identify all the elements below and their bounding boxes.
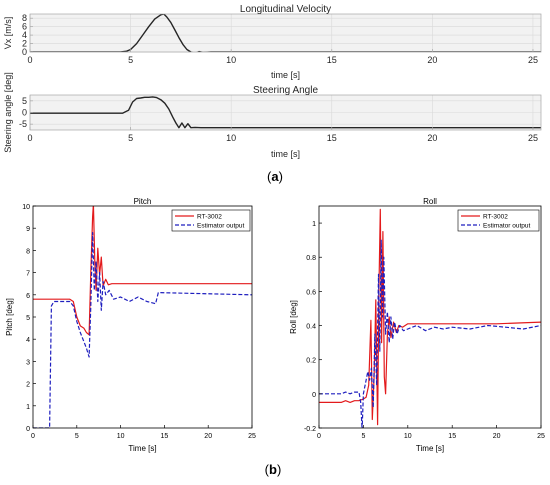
chart3-plot-area	[33, 206, 252, 428]
chart2-title: Steering Angle	[253, 85, 318, 96]
chart4-plot-area	[319, 206, 541, 428]
chart3-y-tick-label: 10	[22, 204, 30, 211]
chart3-y-tick-label: 2	[26, 382, 30, 389]
chart4-x-tick-label: 0	[317, 433, 321, 440]
chart1-y-tick-label: 4	[22, 30, 27, 40]
chart4-y-tick-label: 0.8	[306, 255, 316, 262]
chart4-x-tick-label: 10	[404, 433, 412, 440]
chart3-y-axis-label: Pitch [deg]	[5, 298, 14, 336]
chart1-x-tick-label: 20	[427, 55, 437, 65]
chart1-line	[30, 14, 541, 52]
chart1-title: Longitudinal Velocity	[240, 4, 331, 15]
chart1-x-tick-label: 5	[128, 55, 133, 65]
chart3-x-tick-label: 15	[161, 433, 169, 440]
chart3-legend-box	[171, 209, 251, 232]
chart4-y-tick-label: 1	[312, 221, 316, 228]
chart3-legend-label-estimator: Estimator output	[197, 223, 245, 230]
chart1-plot-area	[30, 14, 541, 52]
chart3-x-tick-label: 0	[31, 433, 35, 440]
chart2-y-tick-label: 0	[22, 108, 27, 118]
chart3-y-tick-label: 7	[26, 271, 30, 278]
chart4-axes-frame	[318, 205, 542, 429]
chart3-y-tick-label: 9	[26, 226, 30, 233]
chart1-x-tick-label: 10	[226, 55, 236, 65]
chart2-x-tick-label: 5	[128, 133, 133, 143]
chart3-y-tick-label: 4	[26, 337, 30, 344]
chart2-x-tick-label: 25	[528, 133, 538, 143]
chart3-series-estimator-line	[33, 232, 252, 428]
chart2-y-tick-label: 5	[22, 96, 27, 106]
chart4-y-tick-label: 0	[312, 392, 316, 399]
chart4-x-tick-label: 20	[493, 433, 501, 440]
chart4-x-tick-label: 5	[361, 433, 365, 440]
chart1-y-tick-label: 0	[22, 47, 27, 57]
chart2-x-tick-label: 0	[27, 133, 32, 143]
chart3-y-tick-label: 3	[26, 359, 30, 366]
chart1-y-tick-label: 6	[22, 22, 27, 32]
chart4-y-tick-label: 0.2	[306, 358, 316, 365]
panel-label-b: (b)	[265, 462, 282, 477]
chart1-x-tick-label: 15	[327, 55, 337, 65]
chart4-y-tick-label: -0.2	[304, 426, 316, 433]
chart3-y-tick-label: 0	[26, 426, 30, 433]
chart1-y-tick-label: 2	[22, 39, 27, 49]
panel-label-a: (a)	[267, 169, 283, 184]
chart2-x-axis-label: time [s]	[271, 149, 300, 159]
chart2-y-axis-label: Steering angle [deg]	[3, 72, 13, 153]
chart3-x-tick-label: 10	[117, 433, 125, 440]
chart4-x-axis-label: Time [s]	[416, 444, 444, 453]
chart4-y-axis-label: Roll [deg]	[289, 300, 298, 334]
chart4-y-tick-label: 0.4	[306, 324, 316, 331]
chart1-x-tick-label: 25	[528, 55, 538, 65]
chart4-legend-label-rt3002: RT-3002	[483, 214, 508, 221]
chart3-y-tick-label: 8	[26, 248, 30, 255]
chart3-x-tick-label: 5	[75, 433, 79, 440]
chart4-x-tick-label: 25	[537, 433, 545, 440]
chart1-y-axis-label: Vx [m/s]	[3, 17, 13, 50]
chart4-title: Roll	[423, 197, 437, 206]
chart3-title: Pitch	[134, 197, 152, 206]
chart4-y-tick-label: 0.6	[306, 289, 316, 296]
chart1-x-axis-label: time [s]	[271, 70, 300, 80]
chart4-legend-box	[457, 209, 540, 232]
chart2-line	[30, 96, 541, 129]
chart3-y-tick-label: 5	[26, 315, 30, 322]
chart4-legend-label-estimator: Estimator output	[483, 223, 531, 230]
chart3-x-axis-label: Time [s]	[128, 444, 156, 453]
chart4-x-tick-label: 15	[448, 433, 456, 440]
chart1-x-tick-label: 0	[27, 55, 32, 65]
chart1-axes-frame	[29, 13, 542, 53]
chart2-x-tick-label: 10	[226, 133, 236, 143]
chart3-x-tick-label: 20	[204, 433, 212, 440]
chart3-y-tick-label: 1	[26, 404, 30, 411]
chart2-x-tick-label: 15	[327, 133, 337, 143]
chart3-legend-label-rt3002: RT-3002	[197, 214, 222, 221]
chart3-x-tick-label: 25	[248, 433, 256, 440]
chart4-series-estimator-line	[319, 239, 541, 428]
chart2-x-tick-label: 20	[427, 133, 437, 143]
chart3-y-tick-label: 6	[26, 293, 30, 300]
chart3-series-rt3002-line	[33, 206, 252, 336]
chart1-y-tick-label: 8	[22, 13, 27, 23]
chart2-y-tick-label: -5	[19, 119, 27, 129]
